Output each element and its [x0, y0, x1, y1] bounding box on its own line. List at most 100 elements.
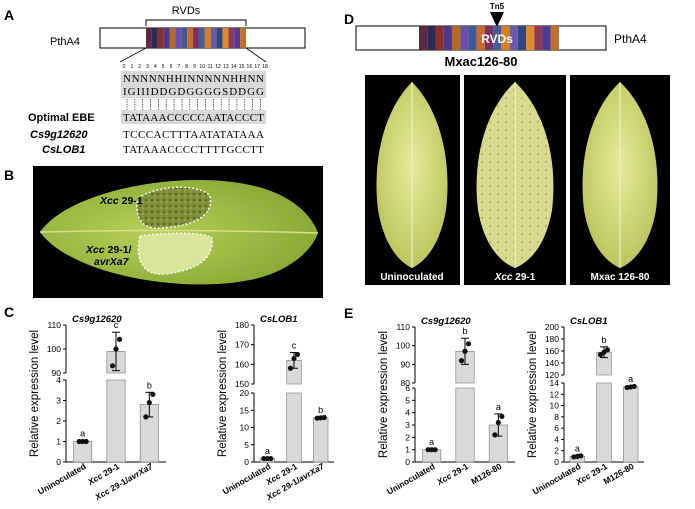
y-tick-label: 14: [550, 378, 560, 388]
repeat-block: [451, 26, 461, 50]
y-tick-label: 5: [244, 440, 249, 450]
data-point: [109, 363, 116, 369]
repeat-block: [476, 26, 485, 50]
lesion-avrxa7: [137, 232, 213, 275]
alignment-dashes: [126, 99, 261, 110]
y-tick-label: 100: [396, 341, 410, 351]
repeat-block: [534, 26, 543, 50]
position-number: 13: [223, 64, 229, 70]
repeat-block: [157, 28, 164, 48]
repeat-block: [163, 28, 170, 48]
leaf-label-3: Mxac 126-80: [591, 272, 650, 283]
data-point: [321, 414, 327, 421]
significance-label: c: [292, 341, 297, 351]
panel-d-letter: D: [344, 11, 354, 27]
y-axis-label: Relative expression level: [217, 330, 229, 457]
category-label: Uninoculated: [385, 461, 437, 497]
ebe-box: [121, 110, 266, 124]
repeat-blocks-d: [419, 26, 559, 50]
data-point: [432, 447, 438, 453]
chart-c-cs9g12620: Cs9g12620 Relative expression level 90 100 1…: [29, 314, 166, 503]
category-label: Xcc 29-1: [434, 461, 470, 488]
ebe-label: Optimal EBE: [28, 112, 95, 124]
y-tick-label: 140: [545, 358, 559, 368]
label-b-xcc: Xcc 29-1: [99, 195, 143, 207]
position-number: 0: [123, 64, 126, 70]
y-tick-label: 0: [405, 457, 410, 467]
data-point: [495, 419, 501, 426]
seq2-label: CsLOB1: [42, 144, 85, 156]
y-tick-label: 0: [56, 457, 61, 467]
data-point: [83, 438, 89, 445]
y-tick-label: 1: [405, 445, 410, 455]
repeat-block: [435, 26, 444, 50]
data-point: [294, 351, 301, 358]
y-tick-label: 110: [47, 320, 61, 330]
repeat-block: [210, 28, 217, 48]
y-tick-label: 15: [240, 405, 250, 415]
position-number: 2: [138, 64, 141, 70]
repeat-block: [468, 26, 477, 50]
panel-e-letter: E: [344, 305, 353, 321]
position-number: 15: [239, 64, 245, 70]
bar-lower: [596, 382, 612, 463]
y-tick-label: 110: [396, 322, 410, 332]
tn5-label: Tn5: [490, 2, 505, 11]
significance-label: b: [147, 380, 152, 390]
y-axis-label: Relative expression level: [29, 330, 41, 457]
leaf-b-midrib: [39, 229, 319, 234]
repeat-block: [517, 26, 527, 50]
repeat-block: [193, 28, 199, 48]
position-number: 16: [247, 64, 253, 70]
strain-label: Mxac126-80: [445, 54, 518, 69]
y-tick-label: 3: [405, 420, 410, 430]
significance-label: a: [429, 437, 434, 447]
repeat-block: [443, 26, 452, 50]
data-point: [287, 365, 294, 371]
data-point: [143, 414, 149, 420]
rvds-label-a: RVDs: [172, 5, 201, 17]
position-number: 17: [254, 64, 260, 70]
data-point: [462, 348, 468, 354]
y-axis-label: Relative expression level: [527, 331, 539, 458]
y-tick-label: 3: [56, 396, 61, 406]
repeat-block: [222, 28, 229, 48]
y-tick-label: 6: [554, 423, 559, 433]
significance-label: b: [601, 335, 606, 345]
category-label: M126-80: [469, 461, 503, 487]
repeat-block: [146, 28, 152, 48]
repeat-block: [228, 28, 235, 48]
y-axis-label: Relative expression level: [378, 331, 390, 458]
rvd-box: [121, 71, 266, 98]
repeat-block: [493, 26, 502, 50]
y-tick-label: 180: [235, 320, 249, 330]
panel-c-letter: C: [4, 304, 14, 320]
gene-label-a: PthA4: [50, 36, 80, 48]
chart-title: CsLOB1: [260, 314, 297, 325]
repeat-block: [509, 26, 518, 50]
y-tick-label: 4: [56, 375, 61, 385]
rvd-bracket-a: [145, 19, 247, 26]
significance-label: b: [462, 326, 467, 336]
y-tick-label: 8: [554, 412, 559, 422]
rvd-row-1: NNNNNHHINNNNNHHNN: [123, 73, 264, 85]
repeat-block: [216, 28, 223, 48]
y-tick-label: 200: [545, 322, 559, 332]
seq1-label: Cs9g12620: [30, 129, 88, 141]
repeat-block: [204, 28, 211, 48]
y-tick-label: 90: [52, 368, 62, 378]
position-number: 6: [170, 64, 173, 70]
lesion-xcc: [136, 186, 212, 229]
data-point: [116, 336, 123, 342]
position-number: 1: [130, 64, 133, 70]
tn5-arrow: [490, 12, 504, 27]
significance-label: a: [628, 374, 633, 384]
position-number: 9: [193, 64, 196, 70]
bar: [623, 386, 639, 463]
y-tick-label: 0: [554, 457, 559, 467]
category-label: Uninoculated: [36, 461, 88, 497]
label-b-avr-line1: Xcc 29-1/: [85, 244, 132, 256]
y-tick-label: 4: [405, 408, 410, 418]
